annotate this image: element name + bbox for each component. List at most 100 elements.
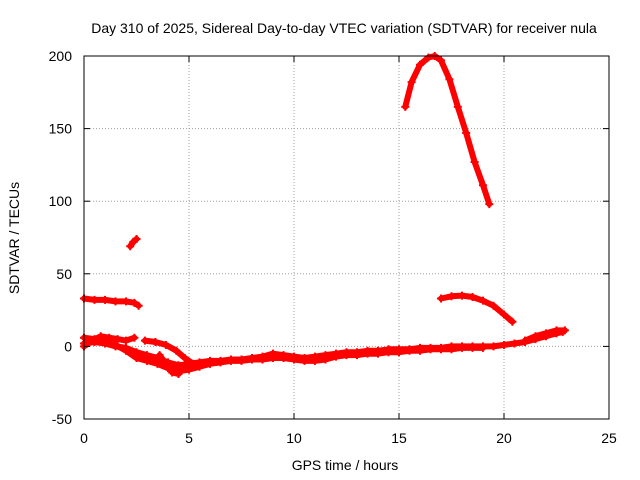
- data-point: [401, 102, 410, 111]
- data-point: [405, 346, 414, 355]
- x-axis-label: GPS time / hours: [292, 457, 399, 473]
- data-point: [161, 359, 170, 368]
- data-point: [300, 356, 309, 365]
- data-point: [416, 346, 424, 355]
- data-point: [180, 354, 189, 363]
- data-point: [468, 343, 477, 352]
- data-point: [447, 292, 456, 301]
- data-point: [462, 128, 471, 137]
- data-point: [458, 291, 466, 300]
- data-point: [227, 356, 235, 365]
- data-point: [470, 157, 479, 166]
- data-point: [542, 329, 550, 338]
- data-point: [311, 356, 319, 365]
- data-point: [122, 297, 130, 306]
- data-point: [206, 359, 214, 368]
- data-point: [374, 349, 382, 358]
- axis-ticks: 0 5 10 15 20 25 -50 0 50 100 150 200: [49, 48, 617, 446]
- y-tick-label: 100: [49, 193, 73, 209]
- data-point: [384, 348, 393, 357]
- data-point: [126, 242, 135, 251]
- data-point: [407, 78, 416, 87]
- data-point: [479, 181, 487, 190]
- data-point: [111, 297, 120, 306]
- data-point: [479, 296, 487, 305]
- data-point: [458, 343, 466, 352]
- data-point: [258, 355, 267, 364]
- data-point: [122, 336, 130, 345]
- data-point: [90, 295, 99, 304]
- plot-frame: [83, 55, 610, 420]
- x-tick-label: 25: [601, 430, 617, 446]
- data-point: [216, 358, 225, 367]
- data-point: [353, 351, 361, 360]
- y-tick-label: 0: [64, 338, 72, 354]
- y-tick-label: -50: [52, 411, 72, 427]
- y-axis-label: SDTVAR / TECUs: [6, 182, 22, 294]
- data-point: [155, 351, 164, 360]
- data-point: [195, 362, 204, 371]
- data-point: [134, 301, 143, 310]
- data-point: [508, 317, 517, 326]
- data-point: [132, 354, 141, 363]
- data-point: [161, 340, 170, 349]
- data-point: [437, 294, 445, 303]
- data-point: [132, 234, 141, 243]
- data-point: [489, 342, 498, 351]
- x-tick-label: 15: [391, 430, 407, 446]
- data-point: [279, 354, 288, 363]
- data-point: [290, 355, 298, 364]
- data-point: [101, 295, 109, 304]
- data-point: [437, 345, 445, 354]
- data-point: [500, 340, 508, 349]
- data-point: [552, 326, 561, 335]
- data-point: [237, 356, 246, 365]
- data-point: [416, 60, 424, 69]
- data-point: [445, 75, 454, 84]
- data-point: [151, 338, 160, 347]
- data-point: [437, 56, 445, 65]
- data-point: [500, 310, 508, 319]
- data-point: [248, 355, 256, 364]
- data-point: [426, 345, 435, 354]
- data-point: [130, 333, 139, 342]
- data-point: [453, 102, 462, 111]
- data-point: [174, 369, 183, 378]
- data-point: [189, 359, 198, 368]
- data-series: [80, 52, 569, 378]
- x-tick-label: 0: [80, 430, 88, 446]
- data-point: [332, 352, 340, 361]
- data-point: [143, 356, 151, 365]
- y-tick-label: 50: [56, 266, 72, 282]
- y-tick-label: 150: [49, 121, 73, 137]
- data-point: [113, 335, 122, 344]
- data-point: [96, 332, 105, 341]
- data-point: [342, 351, 351, 360]
- data-point: [168, 368, 177, 377]
- data-point: [521, 336, 529, 345]
- data-point: [468, 293, 477, 302]
- data-point: [479, 343, 487, 352]
- data-point: [489, 301, 498, 310]
- x-tick-label: 5: [185, 430, 193, 446]
- data-point: [321, 355, 330, 364]
- data-point: [88, 336, 97, 345]
- data-point: [531, 332, 540, 341]
- data-point: [485, 200, 494, 209]
- chart-title: Day 310 of 2025, Sidereal Day-to-day VTE…: [91, 20, 597, 36]
- y-tick-label: 200: [49, 48, 73, 64]
- data-point: [560, 326, 569, 335]
- data-point: [424, 53, 433, 62]
- x-tick-label: 10: [286, 430, 302, 446]
- data-point: [447, 345, 456, 354]
- data-point: [105, 333, 114, 342]
- data-point: [363, 349, 372, 358]
- series-peak-arc: [402, 53, 493, 208]
- data-point: [269, 354, 277, 363]
- data-point: [395, 348, 403, 357]
- data-point: [153, 359, 162, 368]
- data-point: [185, 365, 193, 374]
- data-point: [172, 346, 181, 355]
